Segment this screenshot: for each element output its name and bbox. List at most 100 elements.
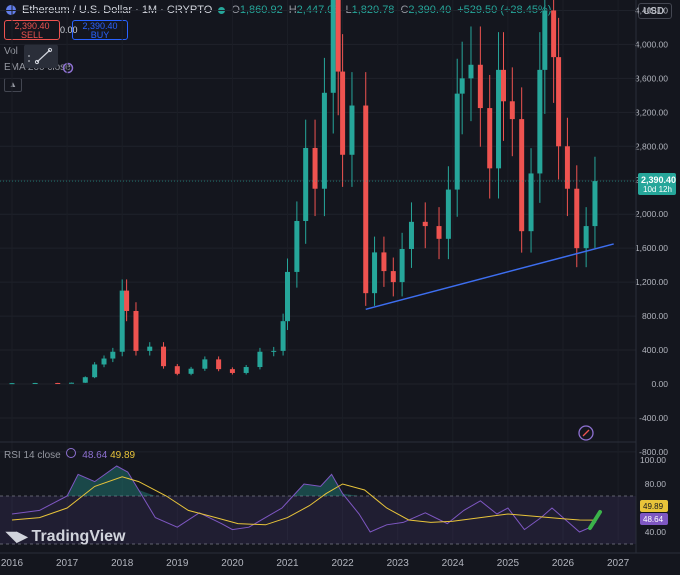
- rsi-ma-line: [11, 476, 597, 526]
- replay-icon[interactable]: [578, 425, 594, 441]
- candle: [271, 350, 277, 352]
- candle: [9, 383, 15, 385]
- time-axis: 2016 2017 2018 2019 2020 2021 2022 2023 2024 2025…: [0, 552, 680, 569]
- time-tick-label: 2016: [1, 558, 24, 569]
- candle: [487, 108, 493, 169]
- rsi-ma-legend-value: 49.89: [110, 450, 136, 461]
- trendline: [365, 243, 614, 311]
- candle: [537, 69, 543, 174]
- time-tick-label: 2020: [221, 558, 244, 569]
- price-tick-label: 0.00: [651, 379, 668, 389]
- tradingview-logo-text: TradingView: [31, 528, 126, 545]
- candle: [119, 290, 125, 352]
- line-tool-icon[interactable]: [24, 44, 58, 68]
- rsi-legend-value: 48.64: [82, 450, 108, 461]
- rsi-overbought-fill: [12, 466, 597, 496]
- settings-icon[interactable]: [62, 62, 74, 74]
- candle: [32, 382, 38, 384]
- rsi-legend[interactable]: RSI 14 close 48.64 49.89: [4, 448, 135, 461]
- candle: [477, 64, 483, 109]
- candles: [9, 0, 598, 385]
- rsi-ma-tag-value: 49.89: [643, 502, 664, 511]
- price-tick-label: 2,800.00: [635, 141, 668, 151]
- time-tick-label: 2017: [56, 558, 79, 569]
- candle: [556, 57, 562, 147]
- sell-label: SELL: [20, 30, 44, 40]
- candle: [330, 0, 336, 93]
- candle: [500, 69, 506, 102]
- rsi-tag: 48.64: [640, 513, 668, 525]
- time-tick-label: 2027: [607, 558, 630, 569]
- candle: [69, 382, 75, 384]
- rsi-line: [11, 465, 597, 533]
- time-tick-label: 2023: [387, 558, 410, 569]
- price-tick-label: -800.00: [639, 447, 668, 457]
- time-tick-label: 2019: [166, 558, 189, 569]
- candle: [55, 382, 61, 384]
- candle: [349, 105, 355, 155]
- candle: [496, 69, 502, 169]
- candle: [147, 346, 153, 351]
- price-tick-label: 4,000.00: [635, 39, 668, 49]
- grid-lines: [0, 9, 636, 453]
- candle: [509, 101, 515, 120]
- price-tick-label: 3,200.00: [635, 107, 668, 117]
- sell-price: 2,390.40: [14, 21, 50, 31]
- last-price-tag: 2,390.40 10d 12h: [638, 173, 676, 196]
- volume-indicator-label[interactable]: Vol: [4, 46, 18, 57]
- time-tick-label: 2025: [497, 558, 520, 569]
- candle: [363, 105, 369, 294]
- candle: [372, 252, 378, 294]
- price-tag-value: 2,390.40: [641, 175, 676, 185]
- candle: [468, 64, 474, 79]
- candle: [454, 93, 460, 190]
- candle: [592, 181, 598, 227]
- candle: [564, 146, 570, 189]
- price-axis: 5,600.005,200.004,800.004,400.004,000.00…: [635, 5, 668, 457]
- rsi-settings-icon[interactable]: [66, 448, 77, 458]
- candle: [82, 377, 88, 383]
- price-tag-countdown: 10d 12h: [643, 185, 672, 194]
- candle: [422, 221, 428, 227]
- drawing-toolbox[interactable]: [24, 44, 58, 68]
- candle: [110, 351, 116, 359]
- candle: [243, 367, 249, 373]
- rsi-tag-value: 48.64: [643, 515, 664, 524]
- price-tick-label: 400.00: [642, 345, 668, 355]
- candle: [399, 249, 405, 283]
- price-tick-label: 1,600.00: [635, 243, 668, 253]
- time-tick-label: 2022: [331, 558, 354, 569]
- candle: [408, 221, 414, 250]
- tradingview-logo[interactable]: ◥▶ TradingView: [6, 528, 126, 546]
- buy-label: BUY: [90, 30, 110, 40]
- time-tick-label: 2026: [552, 558, 575, 569]
- candle: [280, 321, 286, 351]
- candle: [257, 351, 263, 368]
- candle: [445, 189, 451, 239]
- candle: [303, 147, 309, 221]
- candle: [92, 364, 98, 378]
- buy-price: 2,390.40: [82, 21, 118, 31]
- candle: [436, 226, 442, 239]
- currency-selector[interactable]: USD: [638, 3, 672, 19]
- candle: [312, 147, 318, 189]
- candle: [216, 359, 222, 370]
- candle: [124, 290, 130, 311]
- candle: [133, 310, 139, 351]
- price-tick-label: -400.00: [639, 413, 668, 423]
- price-tick-label: 800.00: [642, 311, 668, 321]
- candle: [519, 119, 525, 232]
- green-pen-annotation: [588, 510, 602, 530]
- candle: [583, 226, 589, 249]
- rsi-tick-label: 100.00: [640, 455, 666, 465]
- buy-button[interactable]: 2,390.40 BUY: [72, 20, 128, 40]
- rsi-axis: 100.00 80.00 40.00: [640, 455, 666, 537]
- sell-button[interactable]: 2,390.40 SELL: [4, 20, 60, 40]
- candle: [340, 71, 346, 155]
- rsi-tick-label: 40.00: [645, 527, 667, 537]
- candle: [101, 358, 107, 365]
- candle: [294, 220, 300, 272]
- candle: [459, 78, 465, 94]
- candle: [188, 368, 194, 374]
